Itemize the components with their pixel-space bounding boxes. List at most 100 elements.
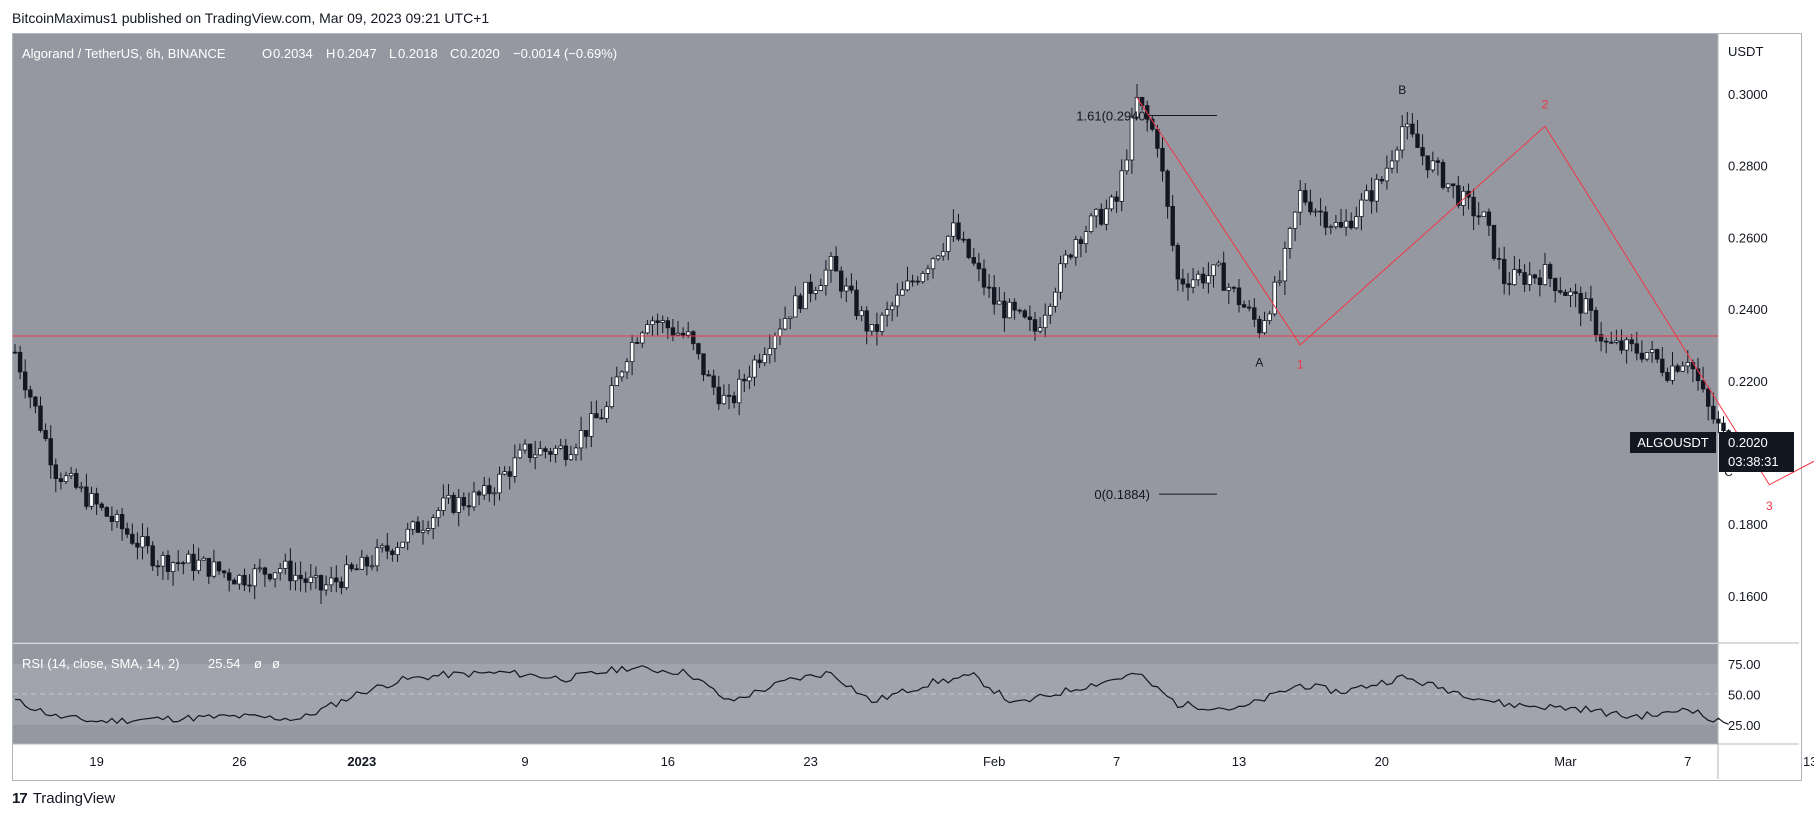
rsi-tick: 50.00 <box>1728 688 1761 703</box>
candle-body <box>1175 244 1180 280</box>
candle-body <box>492 492 497 495</box>
candle-body <box>721 394 727 405</box>
candle-body <box>38 405 43 431</box>
time-label: 26 <box>232 754 246 769</box>
candle-body <box>706 374 711 377</box>
candle-body <box>1471 196 1476 217</box>
candle-body <box>512 457 517 477</box>
legend-c-value: 0.2020 <box>460 46 500 61</box>
rsi-legend: RSI (14, close, SMA, 14, 2) 25.54 ø ø <box>22 656 280 671</box>
candle-body <box>1277 280 1282 283</box>
candle-body <box>1593 310 1599 336</box>
candle-body <box>53 464 58 479</box>
candle-body <box>635 342 640 344</box>
footer: 17 TradingView <box>12 790 115 807</box>
candle-body <box>1660 358 1665 373</box>
candle-body <box>1451 183 1456 187</box>
candle-body <box>1629 339 1634 345</box>
candle-body <box>308 576 313 583</box>
candle-body <box>1196 273 1201 281</box>
candle-body <box>201 557 206 561</box>
candle-body <box>752 359 757 378</box>
candle-body <box>874 324 880 332</box>
candle-body <box>211 561 217 577</box>
time-label: 9 <box>521 754 528 769</box>
abc-label: B <box>1398 83 1406 97</box>
candle-body <box>1262 320 1267 334</box>
candle-body <box>691 331 696 345</box>
candle-body <box>1553 278 1558 292</box>
candle-body <box>328 577 334 586</box>
candle-body <box>58 478 64 482</box>
candle-body <box>1420 147 1425 157</box>
candle-body <box>925 268 931 274</box>
candle-body <box>1323 211 1328 228</box>
candle-body <box>1318 210 1323 213</box>
countdown: 03:38:31 <box>1728 454 1779 469</box>
candle-body <box>1440 162 1446 188</box>
candle-body <box>629 342 635 363</box>
candle-body <box>1527 274 1532 285</box>
candle-body <box>257 567 262 570</box>
candle-body <box>425 528 431 531</box>
tradingview-logo-icon: 17 <box>12 790 28 807</box>
candle-body <box>1461 190 1466 206</box>
candle-body <box>114 514 120 523</box>
candle-body <box>318 575 324 591</box>
candle-body <box>145 536 150 547</box>
candle-body <box>420 530 426 533</box>
candle-body <box>1496 258 1502 260</box>
candle-body <box>1354 216 1359 229</box>
fib-label-top: 1.61(0.2940) <box>1076 109 1150 124</box>
candle-body <box>1542 264 1548 286</box>
rsi-extra2: ø <box>272 656 280 671</box>
candle-body <box>436 510 441 519</box>
candle-body <box>1379 178 1384 182</box>
candle-body <box>1558 290 1563 293</box>
candle-body <box>68 473 74 477</box>
candle-body <box>844 285 849 292</box>
candle-body <box>1119 170 1124 202</box>
candle-body <box>1609 341 1614 344</box>
candle-body <box>84 486 89 507</box>
candle-body <box>1394 149 1400 162</box>
candle-body <box>94 493 99 505</box>
time-label: 20 <box>1375 754 1389 769</box>
symbol-tag: ALGOUSDT <box>1637 435 1709 450</box>
candle-body <box>1405 123 1410 128</box>
candle-body <box>798 295 803 310</box>
candle-body <box>1221 262 1226 291</box>
candle-body <box>1083 231 1089 244</box>
candle-body <box>17 351 23 373</box>
candle-body <box>415 521 421 533</box>
candle-body <box>1226 286 1231 291</box>
candle-body <box>1078 239 1084 244</box>
candle-body <box>808 281 813 294</box>
candle-body <box>1716 418 1721 424</box>
candle-body <box>349 564 354 570</box>
fibonacci-levels: 1.61(0.2940) 0(0.1884) <box>1076 109 1217 502</box>
candle-body <box>63 475 69 482</box>
candle-body <box>33 396 38 407</box>
candle-body <box>701 353 706 376</box>
candle-body <box>237 574 242 585</box>
price-tick: 0.1800 <box>1728 517 1768 532</box>
candle-body <box>1211 264 1216 277</box>
candle-body <box>1435 160 1441 163</box>
candle-body <box>1415 133 1420 148</box>
candle-body <box>1058 263 1063 293</box>
wave-label: 1 <box>1297 357 1304 371</box>
brand-name: TradingView <box>32 790 116 807</box>
candle-body <box>527 443 533 458</box>
candle-body <box>1639 352 1645 360</box>
symbol-tag-bg <box>1630 432 1716 453</box>
candle-body <box>181 562 186 565</box>
candle-body <box>869 324 874 332</box>
candle-body <box>323 584 329 591</box>
candle-body <box>298 574 303 580</box>
price-tick: 0.1600 <box>1728 589 1768 604</box>
candle-body <box>1583 298 1588 314</box>
candle-body <box>941 251 946 257</box>
candle-body <box>655 320 660 323</box>
